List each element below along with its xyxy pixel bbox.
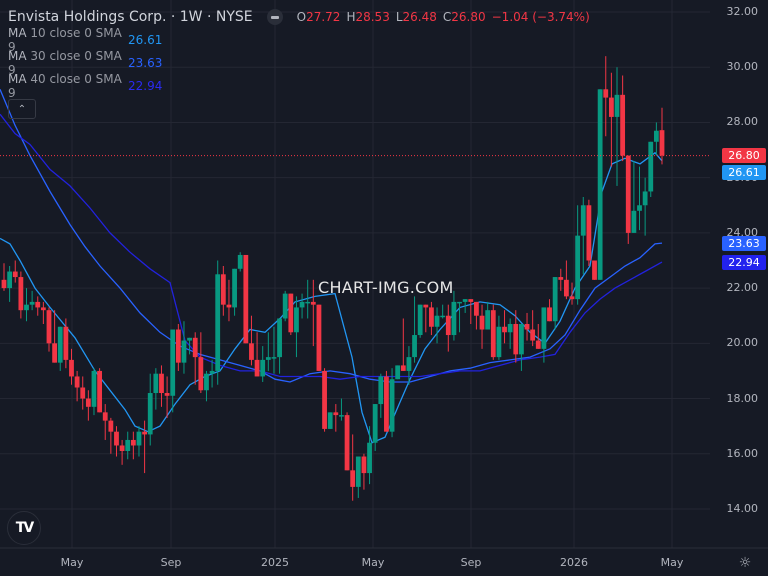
- price-tick-label: 32.00: [726, 5, 759, 18]
- price-tick-label: 18.00: [726, 391, 759, 405]
- price-badge: 22.94: [722, 255, 766, 270]
- open-value: 27.72: [306, 10, 341, 24]
- price-badge: 26.61: [722, 165, 766, 180]
- time-tick-label: Sep: [460, 556, 482, 569]
- ma-10-value: 26.61: [128, 32, 163, 47]
- low-value: 26.48: [402, 10, 437, 24]
- tradingview-logo-icon[interactable]: TV: [7, 511, 41, 545]
- chart-legend: Envista Holdings Corp. · 1W · NYSE O27.7…: [8, 6, 590, 119]
- time-tick-label: Sep: [160, 556, 182, 569]
- price-tick-label: 28.00: [726, 115, 759, 129]
- moving-average-lines: [0, 89, 663, 444]
- ma-30-value: 23.63: [128, 55, 163, 70]
- hide-legend-button[interactable]: [266, 9, 283, 25]
- time-tick-label: May: [60, 556, 84, 569]
- indicator-ma-10[interactable]: MA 10 close 0 SMA 9 26.61: [8, 25, 163, 54]
- price-tick-label: 22.00: [726, 281, 759, 295]
- price-tick-label: 20.00: [726, 336, 759, 350]
- time-tick-label: May: [361, 556, 385, 569]
- ma-40-value: 22.94: [128, 78, 163, 93]
- price-tick-label: 24.00: [726, 225, 759, 239]
- high-value: 28.53: [355, 10, 390, 24]
- minus-icon: [270, 15, 279, 19]
- time-tick-label: 2025: [261, 556, 289, 569]
- price-tick-label: 30.00: [726, 60, 759, 74]
- time-tick-label: 2026: [560, 556, 588, 569]
- collapse-indicators-button[interactable]: ⌃: [8, 99, 36, 119]
- change-value: −1.04 (−3.74%): [491, 10, 590, 24]
- indicator-ma-30[interactable]: MA 30 close 0 SMA 9 23.63: [8, 48, 163, 77]
- time-tick-label: May: [660, 556, 684, 569]
- chevron-up-icon: ⌃: [17, 103, 27, 115]
- indicator-ma-40[interactable]: MA 40 close 0 SMA 9 22.94: [8, 71, 163, 100]
- ohlc-values: O27.72 H28.53 L26.48 C26.80 −1.04 (−3.74…: [296, 10, 590, 24]
- grid-lines: [0, 0, 710, 548]
- price-tick-label: 14.00: [726, 501, 759, 515]
- watermark: CHART-IMG.COM: [318, 278, 454, 297]
- settings-gear-icon[interactable]: ☼: [738, 555, 752, 571]
- price-badge: 23.63: [722, 236, 766, 251]
- candles: [1, 56, 665, 501]
- symbol-title: Envista Holdings Corp. · 1W · NYSE: [8, 9, 253, 25]
- price-badge: 26.80: [722, 148, 766, 163]
- close-value: 26.80: [451, 10, 486, 24]
- price-tick-label: 16.00: [726, 446, 759, 460]
